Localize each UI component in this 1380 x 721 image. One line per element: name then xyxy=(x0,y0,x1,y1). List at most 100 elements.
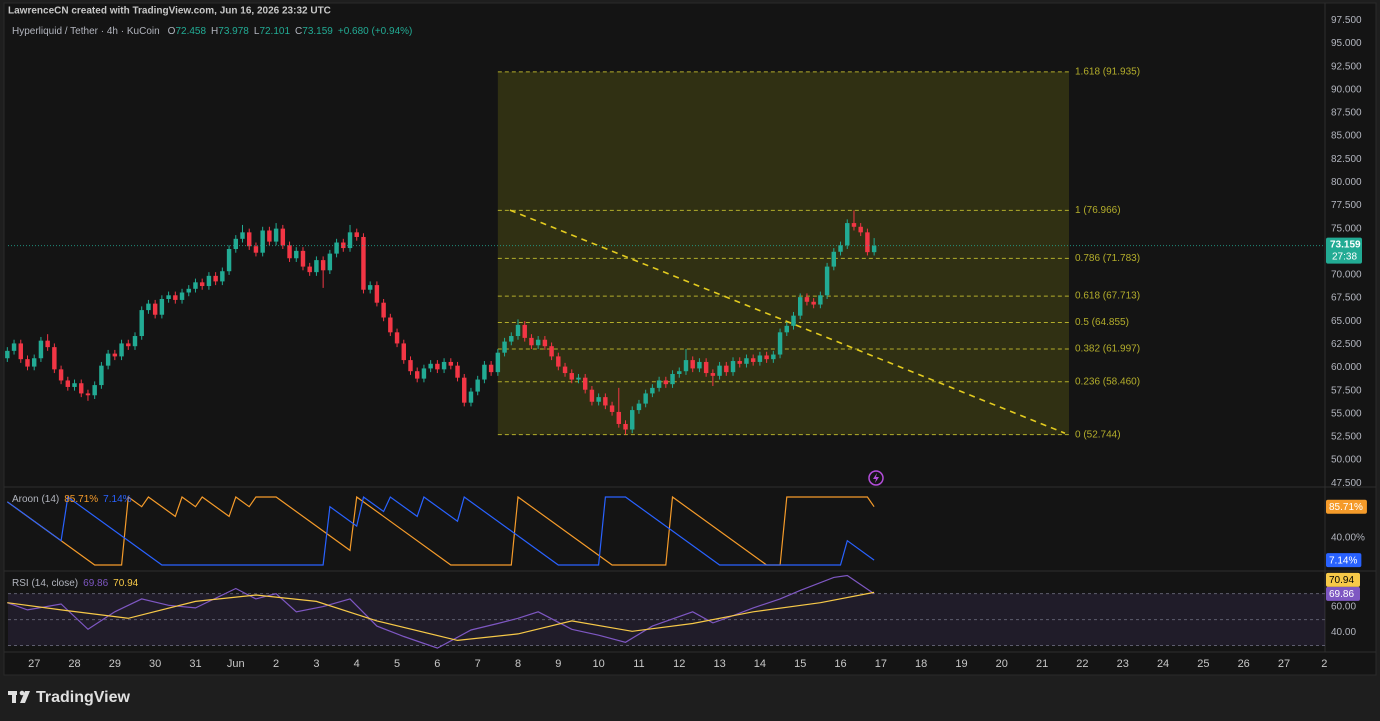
candle-body xyxy=(253,246,259,253)
candle-body xyxy=(79,383,84,394)
price-pane xyxy=(5,71,1069,436)
candle-body xyxy=(11,343,17,351)
x-tick-label: 17 xyxy=(875,658,887,670)
candle-body xyxy=(327,253,333,271)
candle-body xyxy=(206,275,212,287)
logo-text: TradingView xyxy=(36,689,131,706)
x-tick-label: 6 xyxy=(434,658,440,670)
candle-body xyxy=(871,245,877,253)
candle-body xyxy=(320,260,326,271)
y-tick-label: 62.500 xyxy=(1331,339,1362,350)
candle-body xyxy=(562,366,568,374)
candle-body xyxy=(247,232,252,247)
candle-body xyxy=(381,302,386,318)
candle-body xyxy=(126,343,131,347)
candle-body xyxy=(374,285,380,303)
ohlc-value: 72.101 xyxy=(259,26,290,37)
candle-body xyxy=(52,347,57,370)
candle-body xyxy=(804,297,810,302)
candle-body xyxy=(724,365,729,373)
candle-body xyxy=(179,292,185,300)
y-tick-label: 85.000 xyxy=(1331,131,1362,142)
candle-body xyxy=(623,423,628,430)
ohlc-value: 73.159 xyxy=(302,26,333,37)
y-tick-label: 90.000 xyxy=(1331,84,1362,95)
price-tag-box xyxy=(1326,572,1360,587)
candle-body xyxy=(771,354,776,360)
candle-body xyxy=(502,341,507,353)
candle-body xyxy=(495,352,501,373)
x-tick-label: 8 xyxy=(515,658,521,670)
fib-label: 0.5 (64.855) xyxy=(1075,317,1129,328)
candle-body xyxy=(186,288,191,293)
legend-value: 85.71% xyxy=(64,494,98,505)
band-fill xyxy=(8,593,1325,646)
candle-body xyxy=(193,282,198,289)
candle-body xyxy=(636,403,642,411)
x-tick-label: 2 xyxy=(273,658,279,670)
x-tick-label: 23 xyxy=(1117,658,1129,670)
candle-body xyxy=(697,361,702,369)
candle-body xyxy=(616,411,622,424)
candle-body xyxy=(132,336,138,347)
candle-body xyxy=(468,391,474,403)
price-tag-box xyxy=(1326,586,1360,601)
x-tick-label: 12 xyxy=(673,658,685,670)
candle-body xyxy=(764,355,769,360)
price-tag-label: 85.71% xyxy=(1329,502,1363,513)
candle-body xyxy=(462,377,467,403)
x-tick-label: 11 xyxy=(633,658,644,670)
x-tick-label: 27 xyxy=(1278,658,1290,670)
candle-body xyxy=(542,339,548,347)
x-tick-label: 2 xyxy=(1321,658,1327,670)
candle-body xyxy=(791,315,796,326)
logo-icon xyxy=(20,691,30,703)
candle-body xyxy=(119,343,124,357)
candle-body xyxy=(361,236,366,290)
candle-body xyxy=(5,350,10,359)
candle-body xyxy=(226,249,232,272)
candle-body xyxy=(515,324,521,337)
x-tick-label: 29 xyxy=(109,658,121,670)
price-tag-label: 7.14% xyxy=(1329,555,1357,566)
legend-value: 7.14% xyxy=(103,494,131,505)
candle-body xyxy=(603,397,608,406)
candle-body xyxy=(408,360,413,372)
y-tick-label: 65.000 xyxy=(1331,316,1362,327)
candle-body xyxy=(112,353,118,357)
x-tick-label: 24 xyxy=(1157,658,1169,670)
indicator-pane xyxy=(6,495,875,566)
y-tick-label: 57.500 xyxy=(1331,385,1362,396)
indicator-line xyxy=(6,495,875,566)
x-tick-label: 19 xyxy=(955,658,967,670)
candle-body xyxy=(730,361,736,373)
candle-body xyxy=(710,373,716,376)
price-tag: 7.14% xyxy=(1326,553,1362,568)
candle-body xyxy=(38,340,44,359)
candle-body xyxy=(677,371,682,374)
chart-frame xyxy=(3,2,1377,676)
candle-body xyxy=(213,275,218,282)
candle-body xyxy=(367,285,373,290)
fib-label: 0.786 (71.783) xyxy=(1075,253,1140,264)
logo: TradingView xyxy=(8,689,131,706)
candle-body xyxy=(824,266,830,296)
candle-body xyxy=(475,379,480,392)
alert-icon xyxy=(868,470,884,486)
candle-body xyxy=(347,232,353,249)
x-tick-label: 20 xyxy=(996,658,1008,670)
indicator-line xyxy=(6,495,875,566)
candle-body xyxy=(105,353,111,366)
price-tag-label: 69.86 xyxy=(1329,589,1354,600)
x-tick-label: 30 xyxy=(149,658,161,670)
x-tick-label: 21 xyxy=(1036,658,1048,670)
candle-body xyxy=(797,297,803,316)
y-tick-label: 40.00 xyxy=(1331,627,1356,638)
candle-body xyxy=(45,340,50,348)
candle-body xyxy=(394,332,400,344)
candle-body xyxy=(838,245,843,252)
x-tick-label: 10 xyxy=(593,658,605,670)
candle-body xyxy=(690,360,695,369)
